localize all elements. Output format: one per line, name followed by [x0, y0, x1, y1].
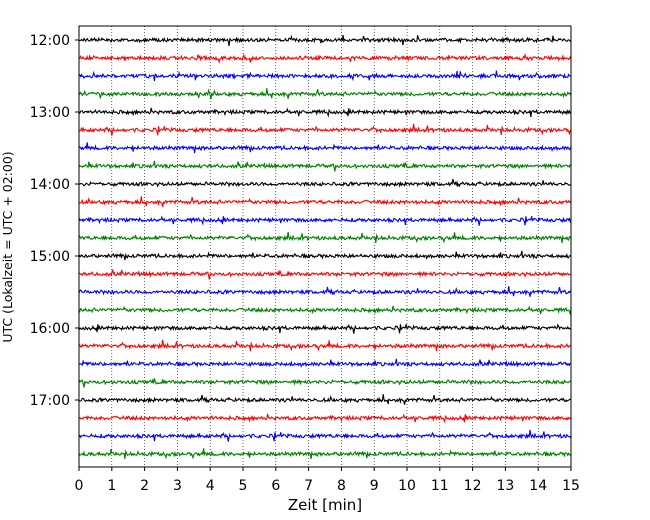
x-tick-label: 14: [529, 478, 547, 494]
y-axis-label: UTC (Lokalzeit = UTC + 02:00): [0, 151, 15, 342]
x-tick-label: 10: [398, 478, 416, 494]
x-tick-label: 6: [271, 478, 280, 494]
x-tick-label: 9: [370, 478, 379, 494]
trace-row: [78, 70, 572, 82]
trace-row: [78, 142, 572, 154]
trace-row: [78, 305, 572, 316]
trace-row: [78, 52, 572, 65]
x-axis-ticks: 0 1 2 3 4 5 6 7 8 9 10 11 12 13 14 15: [75, 467, 580, 494]
trace-row: [78, 34, 572, 47]
x-tick-label: 1: [107, 478, 116, 494]
trace-row: [78, 160, 572, 172]
trace-row: [78, 378, 572, 388]
plot-frame: [78, 25, 572, 468]
trace-row: [78, 323, 572, 334]
y-axis-ticks: 12:00 13:00 14:00 15:00 16:00 17:00: [30, 33, 79, 409]
trace-row: [78, 231, 572, 244]
trace-row: [78, 358, 572, 368]
x-tick-label: 2: [140, 478, 149, 494]
y-tick-label: 14:00: [30, 177, 70, 193]
trace-row: [78, 250, 572, 261]
trace-row: [78, 215, 572, 226]
trace-row: [78, 413, 572, 424]
trace-row: [78, 123, 572, 136]
x-axis-label: Zeit [min]: [288, 496, 362, 514]
trace-row: [78, 394, 572, 405]
y-tick-label: 17:00: [30, 393, 70, 409]
x-tick-label: 4: [206, 478, 215, 494]
trace-row: [78, 339, 572, 352]
trace-row: [78, 448, 572, 460]
y-tick-label: 12:00: [30, 33, 70, 49]
y-tick-label: 13:00: [30, 105, 70, 121]
x-tick-label: 15: [562, 478, 580, 494]
y-tick-label: 15:00: [30, 249, 70, 265]
x-tick-label: 11: [431, 478, 449, 494]
x-tick-label: 7: [304, 478, 313, 494]
x-tick-label: 3: [173, 478, 182, 494]
trace-row: [78, 107, 572, 118]
trace-row: [78, 196, 572, 207]
x-tick-label: 0: [75, 478, 84, 494]
x-tick-label: 8: [337, 478, 346, 494]
x-tick-label: 13: [496, 478, 514, 494]
x-tick-label: 5: [239, 478, 248, 494]
trace-row: [78, 269, 572, 280]
trace-row: [78, 286, 572, 297]
x-tick-label: 12: [464, 478, 482, 494]
trace-row: [78, 178, 572, 188]
seismic-traces: [78, 34, 572, 460]
trace-row: [78, 429, 572, 442]
trace-row: [78, 88, 572, 99]
y-tick-label: 16:00: [30, 321, 70, 337]
